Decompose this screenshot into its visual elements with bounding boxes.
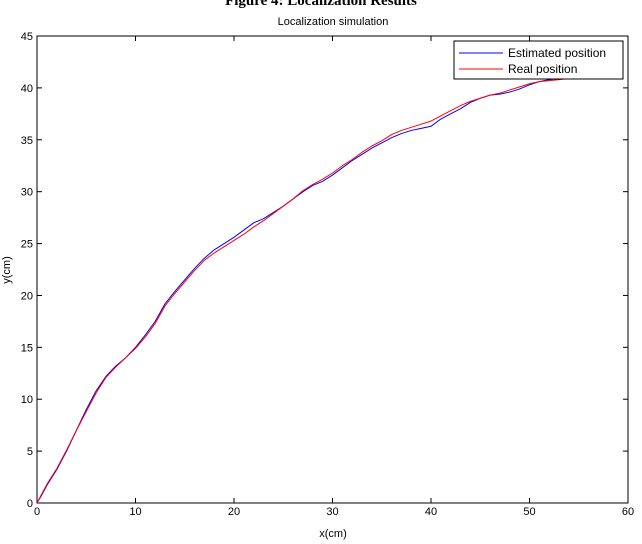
y-tick-label: 15 (21, 342, 33, 354)
x-tick-label: 50 (523, 506, 535, 518)
x-tick-label: 20 (228, 506, 240, 518)
legend-label-estimated: Estimated position (508, 46, 606, 60)
y-tick-label: 35 (21, 135, 33, 147)
y-tick-label: 25 (21, 239, 33, 251)
y-axis-title: y(cm) (1, 256, 13, 284)
series-layer (36, 77, 569, 504)
x-tick-label: 10 (129, 506, 141, 518)
x-axis-title: x(cm) (319, 528, 347, 540)
x-tick-label: 30 (326, 506, 338, 518)
axis-ticks: 0 10 20 30 40 50 60 0 5 10 15 20 25 30 35 40 45 (21, 31, 634, 518)
x-tick-label: 40 (425, 506, 437, 518)
y-tick-label: 0 (27, 498, 33, 510)
series-line-real (36, 78, 569, 504)
y-tick-label: 30 (21, 187, 33, 199)
y-tick-label: 5 (27, 446, 33, 458)
x-tick-label: 60 (622, 506, 634, 518)
chart-title: Localization simulation (278, 16, 389, 28)
y-tick-label: 40 (21, 83, 33, 95)
figure-heading: Figure 4: Localization Results (225, 0, 417, 9)
legend-label-real: Real position (508, 62, 577, 76)
legend: Estimated position Real position (453, 40, 624, 80)
y-tick-label: 10 (21, 394, 33, 406)
y-tick-label: 45 (21, 31, 33, 43)
legend-box (453, 40, 624, 80)
x-tick-label: 0 (34, 506, 40, 518)
y-tick-label: 20 (21, 290, 33, 302)
plot-frame (36, 35, 629, 504)
